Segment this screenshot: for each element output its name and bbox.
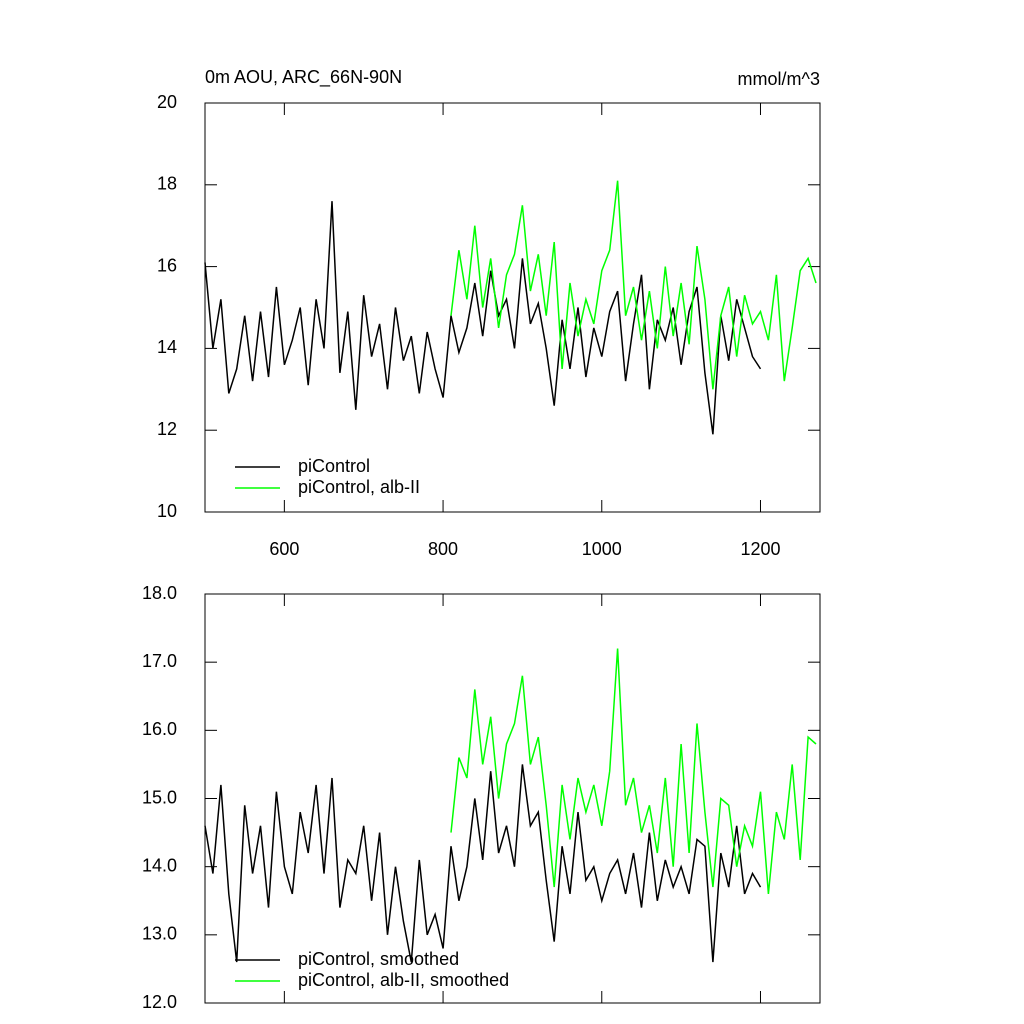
y-tick-label: 17.0	[142, 651, 177, 671]
y-tick-label: 10	[157, 501, 177, 521]
y-tick-label: 12.0	[142, 992, 177, 1012]
series-line	[204, 764, 762, 963]
plot-frame	[204, 593, 821, 1004]
series-line	[204, 201, 762, 435]
y-tick-label: 14	[157, 337, 177, 357]
y-tick-label: 18	[157, 174, 177, 194]
y-tick-label: 16.0	[142, 719, 177, 739]
series-line	[450, 648, 817, 894]
plot-frame	[204, 102, 821, 513]
x-tick-label: 1200	[740, 539, 780, 559]
x-tick-label: 600	[269, 539, 299, 559]
legend-label: piControl, alb-II, smoothed	[298, 970, 509, 990]
y-tick-label: 16	[157, 255, 177, 275]
y-tick-label: 14.0	[142, 855, 177, 875]
y-tick-label: 12	[157, 419, 177, 439]
legend-label: piControl, smoothed	[298, 949, 459, 969]
units-label: mmol/m^3	[738, 69, 820, 89]
x-tick-label: 800	[428, 539, 458, 559]
y-tick-label: 20	[157, 92, 177, 112]
y-tick-label: 13.0	[142, 924, 177, 944]
legend-label: piControl	[298, 456, 370, 476]
y-tick-label: 15.0	[142, 787, 177, 807]
series-line	[450, 180, 817, 390]
legend-label: piControl, alb-II	[298, 477, 420, 497]
chart-title: 0m AOU, ARC_66N-90N	[205, 67, 402, 88]
y-tick-label: 18.0	[142, 583, 177, 603]
x-tick-label: 1000	[582, 539, 622, 559]
